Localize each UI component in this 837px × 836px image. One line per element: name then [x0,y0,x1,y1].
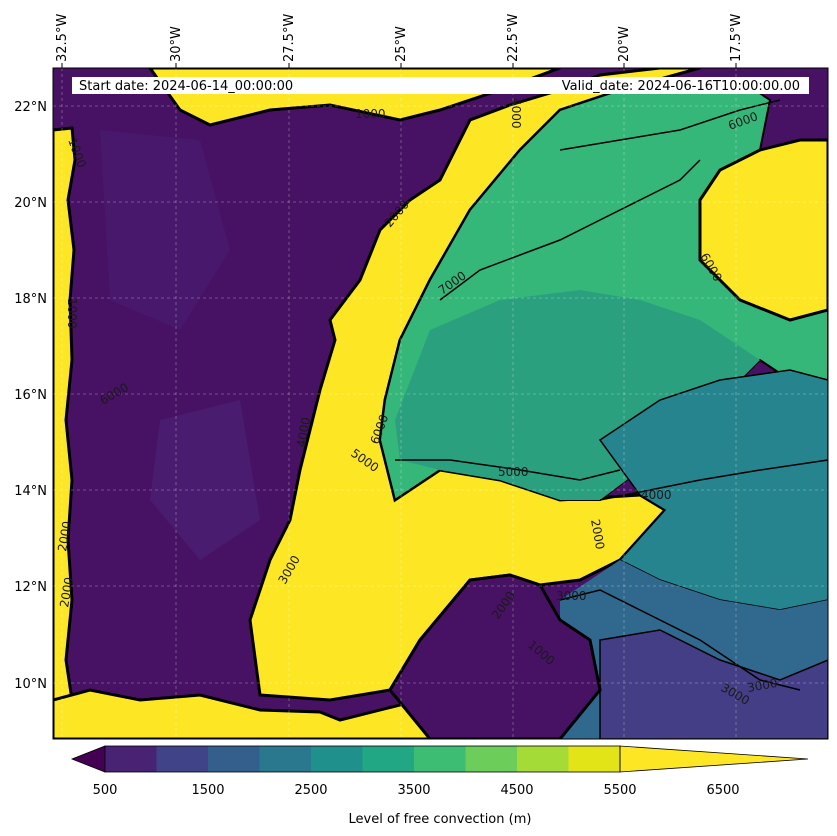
contour-4000 [599,459,828,501]
colorbar-tick-4500: 4500 [500,783,533,798]
contour-label: 2000 [588,518,607,551]
contour-label: 4000 [641,488,672,502]
header-box [72,77,809,94]
contour-label: 3000 [746,676,779,695]
contour-labels: 1000 4000 6000 2000 7000 6000 6000 5000 … [55,98,778,708]
colorbar-segment [156,746,209,772]
latitude-tick-labels: 22°N 20°N 18°N 16°N 14°N 12°N 10°N [14,100,47,692]
lon-tick-27-5w: 27.5°W [282,14,297,62]
colorbar-extend-low [70,745,106,773]
colorbar-tick-6500: 6500 [706,783,739,798]
east-yellow-bulge [698,138,828,322]
colorbar-extend-high [619,745,809,773]
lon-tick-17-5w: 17.5°W [729,14,744,62]
lat-tick-12n: 12°N [14,580,47,595]
graticule [53,68,828,739]
colorbar-tick-2500: 2500 [294,783,327,798]
contour-label: 1000 [355,107,386,121]
lon-tick-22-5w: 22.5°W [506,14,521,62]
colorbar-segment [208,746,260,772]
colorbar-segment [465,746,518,772]
colorbar-segment [414,746,466,772]
map-frame [52,67,829,740]
colorbar-segment [259,746,312,772]
west-purple-shade-2 [150,400,260,560]
contour-3000 [559,589,801,691]
contour-label: 3000 [556,589,587,603]
bottom-center-purple [388,573,602,739]
colorbar-tick-500: 500 [93,783,118,798]
contour-7000 [439,159,701,301]
lat-tick-16n: 16°N [14,388,47,403]
colorbar-segment [362,746,415,772]
lat-tick-10n: 10°N [14,677,47,692]
colorbar-segment [105,746,157,772]
start-date-label: Start date: 2024-06-14_00:00:00 [79,79,293,94]
contour-6000 [559,99,781,151]
colorbar-tick-5500: 5500 [603,783,636,798]
contour-label: 2000 [55,520,74,553]
lon-tick-25w: 25°W [394,26,409,62]
contour-label: 2000 [57,576,76,609]
colorbar-segment [311,746,363,772]
dark-green-band [395,290,760,500]
purple-lower-right [599,629,828,739]
lat-tick-14n: 14°N [14,484,47,499]
colorbar-tick-1500: 1500 [191,783,224,798]
colorbar-frame [104,745,621,773]
lat-tick-18n: 18°N [14,292,47,307]
lfc-field: 1000 4000 6000 2000 7000 6000 6000 5000 … [53,68,828,739]
contour-5000 [395,459,621,481]
colorbar-tick-3500: 3500 [397,783,430,798]
colorbar-segment [568,746,621,772]
lon-tick-20w: 20°W [617,26,632,62]
longitude-tick-labels: 32.5°W 30°W 27.5°W 25°W 22.5°W 20°W 17.5… [55,14,744,68]
valid-date-label: Valid_date: 2024-06-16T10:00:00.00 [562,79,800,94]
contour-label: 5000 [498,465,529,479]
contour-label: 1000 [65,298,79,329]
lon-tick-32-5w: 32.5°W [55,14,70,62]
west-purple-shade [100,130,230,330]
colorbar [70,745,809,773]
contour-label: 4000 [294,416,313,449]
lat-tick-22n: 22°N [14,100,47,115]
contour-label: 4000 [509,98,523,129]
colorbar-segment [517,746,569,772]
colorbar-label: Level of free convection (m) [349,812,532,827]
lon-tick-30w: 30°W [169,26,184,62]
colorbar-ticks: 500 1500 2500 3500 4500 5500 6500 [93,783,740,798]
lat-tick-20n: 20°N [14,196,47,211]
